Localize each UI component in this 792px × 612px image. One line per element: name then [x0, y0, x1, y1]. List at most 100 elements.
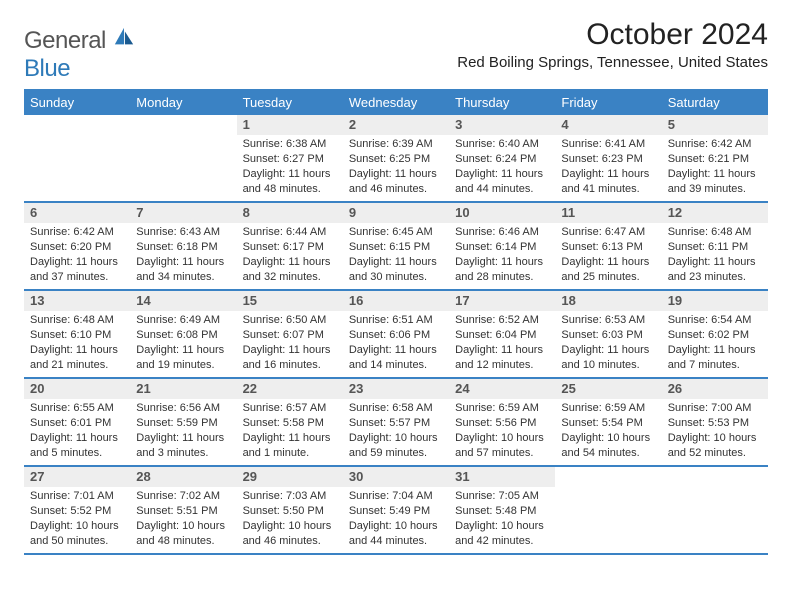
daylight-text: Daylight: 10 hours and 42 minutes. — [455, 519, 549, 549]
sunset-text: Sunset: 6:03 PM — [561, 328, 655, 343]
day-of-week-cell: Monday — [130, 91, 236, 115]
sunset-text: Sunset: 5:52 PM — [30, 504, 124, 519]
day-number: 7 — [130, 203, 236, 223]
day-number: 2 — [343, 115, 449, 135]
sunset-text: Sunset: 5:48 PM — [455, 504, 549, 519]
sunset-text: Sunset: 6:20 PM — [30, 240, 124, 255]
sunrise-text: Sunrise: 6:50 AM — [243, 313, 337, 328]
day-number: 22 — [237, 379, 343, 399]
day-number: 20 — [24, 379, 130, 399]
calendar-day: 24Sunrise: 6:59 AMSunset: 5:56 PMDayligh… — [449, 379, 555, 465]
day-body: Sunrise: 6:59 AMSunset: 5:56 PMDaylight:… — [449, 399, 555, 464]
day-number — [24, 115, 130, 120]
daylight-text: Daylight: 11 hours and 12 minutes. — [455, 343, 549, 373]
calendar-day: 22Sunrise: 6:57 AMSunset: 5:58 PMDayligh… — [237, 379, 343, 465]
calendar-day: 11Sunrise: 6:47 AMSunset: 6:13 PMDayligh… — [555, 203, 661, 289]
day-number: 27 — [24, 467, 130, 487]
sunrise-text: Sunrise: 6:46 AM — [455, 225, 549, 240]
day-number: 23 — [343, 379, 449, 399]
daylight-text: Daylight: 11 hours and 5 minutes. — [30, 431, 124, 461]
daylight-text: Daylight: 11 hours and 28 minutes. — [455, 255, 549, 285]
day-number: 11 — [555, 203, 661, 223]
sunrise-text: Sunrise: 7:05 AM — [455, 489, 549, 504]
day-body: Sunrise: 6:42 AMSunset: 6:21 PMDaylight:… — [662, 135, 768, 200]
day-number: 13 — [24, 291, 130, 311]
sunset-text: Sunset: 6:18 PM — [136, 240, 230, 255]
sunrise-text: Sunrise: 6:48 AM — [30, 313, 124, 328]
day-number: 28 — [130, 467, 236, 487]
day-number: 21 — [130, 379, 236, 399]
sunrise-text: Sunrise: 6:43 AM — [136, 225, 230, 240]
sunset-text: Sunset: 6:21 PM — [668, 152, 762, 167]
day-body: Sunrise: 6:49 AMSunset: 6:08 PMDaylight:… — [130, 311, 236, 376]
calendar-day: 20Sunrise: 6:55 AMSunset: 6:01 PMDayligh… — [24, 379, 130, 465]
day-body: Sunrise: 7:04 AMSunset: 5:49 PMDaylight:… — [343, 487, 449, 552]
brand-text: General Blue — [24, 24, 135, 83]
daylight-text: Daylight: 10 hours and 59 minutes. — [349, 431, 443, 461]
daylight-text: Daylight: 11 hours and 19 minutes. — [136, 343, 230, 373]
sunset-text: Sunset: 5:49 PM — [349, 504, 443, 519]
daylight-text: Daylight: 11 hours and 1 minute. — [243, 431, 337, 461]
calendar-day: 5Sunrise: 6:42 AMSunset: 6:21 PMDaylight… — [662, 115, 768, 201]
day-number — [130, 115, 236, 120]
day-body: Sunrise: 6:59 AMSunset: 5:54 PMDaylight:… — [555, 399, 661, 464]
day-number: 6 — [24, 203, 130, 223]
sunrise-text: Sunrise: 6:57 AM — [243, 401, 337, 416]
daylight-text: Daylight: 11 hours and 48 minutes. — [243, 167, 337, 197]
sunset-text: Sunset: 5:53 PM — [668, 416, 762, 431]
day-body: Sunrise: 6:56 AMSunset: 5:59 PMDaylight:… — [130, 399, 236, 464]
day-number: 4 — [555, 115, 661, 135]
day-body: Sunrise: 7:05 AMSunset: 5:48 PMDaylight:… — [449, 487, 555, 552]
calendar-day: 2Sunrise: 6:39 AMSunset: 6:25 PMDaylight… — [343, 115, 449, 201]
daylight-text: Daylight: 10 hours and 54 minutes. — [561, 431, 655, 461]
day-number: 9 — [343, 203, 449, 223]
day-number: 18 — [555, 291, 661, 311]
sunset-text: Sunset: 6:10 PM — [30, 328, 124, 343]
sunset-text: Sunset: 6:15 PM — [349, 240, 443, 255]
day-body: Sunrise: 6:41 AMSunset: 6:23 PMDaylight:… — [555, 135, 661, 200]
day-body: Sunrise: 6:46 AMSunset: 6:14 PMDaylight:… — [449, 223, 555, 288]
sunrise-text: Sunrise: 6:59 AM — [455, 401, 549, 416]
daylight-text: Daylight: 11 hours and 25 minutes. — [561, 255, 655, 285]
day-body: Sunrise: 6:42 AMSunset: 6:20 PMDaylight:… — [24, 223, 130, 288]
day-number: 30 — [343, 467, 449, 487]
daylight-text: Daylight: 11 hours and 23 minutes. — [668, 255, 762, 285]
calendar-day: 15Sunrise: 6:50 AMSunset: 6:07 PMDayligh… — [237, 291, 343, 377]
calendar-day: 7Sunrise: 6:43 AMSunset: 6:18 PMDaylight… — [130, 203, 236, 289]
day-body: Sunrise: 6:51 AMSunset: 6:06 PMDaylight:… — [343, 311, 449, 376]
daylight-text: Daylight: 11 hours and 10 minutes. — [561, 343, 655, 373]
sunset-text: Sunset: 6:14 PM — [455, 240, 549, 255]
sunset-text: Sunset: 6:06 PM — [349, 328, 443, 343]
sunrise-text: Sunrise: 7:03 AM — [243, 489, 337, 504]
daylight-text: Daylight: 11 hours and 7 minutes. — [668, 343, 762, 373]
daylight-text: Daylight: 11 hours and 3 minutes. — [136, 431, 230, 461]
day-body: Sunrise: 6:52 AMSunset: 6:04 PMDaylight:… — [449, 311, 555, 376]
daylight-text: Daylight: 11 hours and 16 minutes. — [243, 343, 337, 373]
calendar-day: 18 Sunrise: 6:53 AMSunset: 6:03 PMDayligh… — [555, 291, 661, 377]
calendar-day: 13Sunrise: 6:48 AMSunset: 6:10 PMDayligh… — [24, 291, 130, 377]
day-body: Sunrise: 6:38 AMSunset: 6:27 PMDaylight:… — [237, 135, 343, 200]
daylight-text: Daylight: 11 hours and 30 minutes. — [349, 255, 443, 285]
sunset-text: Sunset: 6:25 PM — [349, 152, 443, 167]
day-of-week-cell: Saturday — [662, 91, 768, 115]
sunrise-text: Sunrise: 7:00 AM — [668, 401, 762, 416]
daylight-text: Daylight: 10 hours and 46 minutes. — [243, 519, 337, 549]
sunset-text: Sunset: 6:23 PM — [561, 152, 655, 167]
daylight-text: Daylight: 11 hours and 32 minutes. — [243, 255, 337, 285]
day-body: Sunrise: 6:54 AMSunset: 6:02 PMDaylight:… — [662, 311, 768, 376]
sunrise-text: Sunrise: 6:39 AM — [349, 137, 443, 152]
day-number: 10 — [449, 203, 555, 223]
day-number: 8 — [237, 203, 343, 223]
sunrise-text: Sunrise: 7:04 AM — [349, 489, 443, 504]
day-body: Sunrise: 7:03 AMSunset: 5:50 PMDaylight:… — [237, 487, 343, 552]
day-of-week-cell: Tuesday — [237, 91, 343, 115]
day-of-week-cell: Wednesday — [343, 91, 449, 115]
day-number: 5 — [662, 115, 768, 135]
day-body: Sunrise: 6:39 AMSunset: 6:25 PMDaylight:… — [343, 135, 449, 200]
day-number: 15 — [237, 291, 343, 311]
sunrise-text: Sunrise: 6:53 AM — [561, 313, 655, 328]
day-body: Sunrise: 6:55 AMSunset: 6:01 PMDaylight:… — [24, 399, 130, 464]
title-block: October 2024 Red Boiling Springs, Tennes… — [457, 18, 768, 71]
sunset-text: Sunset: 6:01 PM — [30, 416, 124, 431]
day-number: 14 — [130, 291, 236, 311]
